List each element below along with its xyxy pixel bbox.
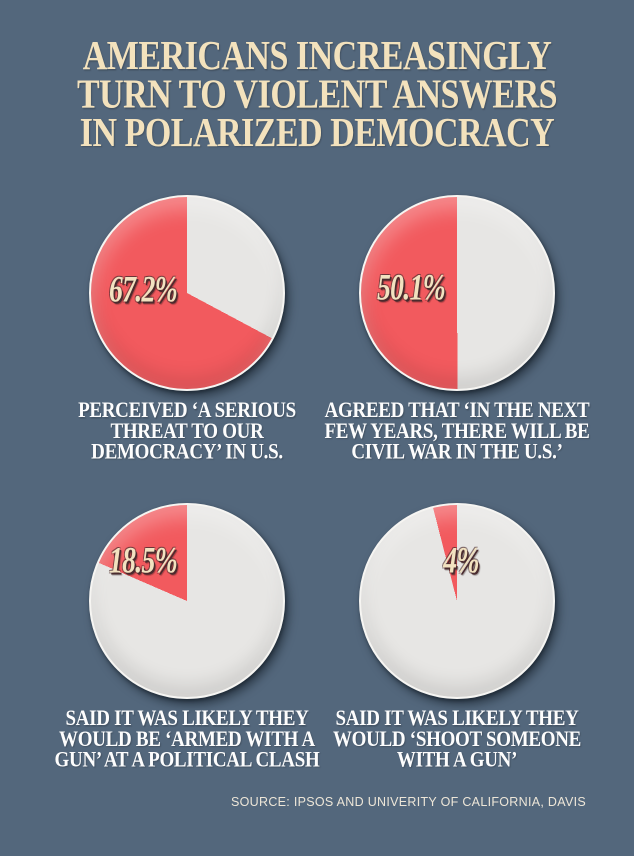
pie-percent-label: 50.1%: [376, 267, 446, 309]
charts-grid: 67.2% PERCEIVED ‘A SERIOUS THREAT TO OUR…: [52, 195, 592, 771]
pie-percent-label: 67.2%: [108, 269, 178, 311]
pie-caption: AGREED THAT ‘IN THE NEXT FEW YEARS, THER…: [324, 398, 590, 465]
chart-group-armed-with-gun: 18.5% SAID IT WAS LIKELY THEY WOULD BE ‘…: [52, 503, 322, 771]
pie-chart-civil-war: 50.1%: [359, 195, 555, 391]
pie-chart-armed-with-gun: 18.5%: [89, 503, 285, 699]
pie-chart-serious-threat: 67.2%: [89, 195, 285, 391]
headline: AMERICANS INCREASINGLY TURN TO VIOLENT A…: [76, 34, 558, 156]
pie-caption: PERCEIVED ‘A SERIOUS THREAT TO OUR DEMOC…: [78, 398, 296, 465]
pie-caption: SAID IT WAS LIKELY THEY WOULD ‘SHOOT SOM…: [332, 706, 582, 773]
pie-caption: SAID IT WAS LIKELY THEY WOULD BE ‘ARMED …: [54, 706, 320, 773]
pie-chart-shoot-someone: 4%: [359, 503, 555, 699]
chart-group-shoot-someone: 4% SAID IT WAS LIKELY THEY WOULD ‘SHOOT …: [322, 503, 592, 771]
chart-group-serious-threat: 67.2% PERCEIVED ‘A SERIOUS THREAT TO OUR…: [52, 195, 322, 463]
chart-group-civil-war: 50.1% AGREED THAT ‘IN THE NEXT FEW YEARS…: [322, 195, 592, 463]
pie-percent-label: 18.5%: [108, 540, 178, 582]
source-credit: SOURCE: IPSOS AND UNIVERITY OF CALIFORNI…: [231, 795, 586, 809]
pie-percent-label: 4%: [443, 540, 479, 582]
